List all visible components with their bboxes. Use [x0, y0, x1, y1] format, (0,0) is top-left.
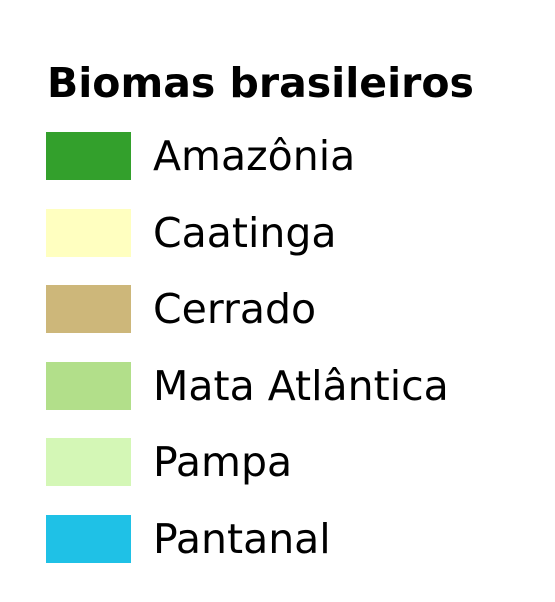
legend-item-pampa: Pampa	[46, 434, 546, 494]
legend-item-pantanal: Pantanal	[46, 511, 546, 571]
legend-swatch	[46, 285, 131, 333]
legend-swatch	[46, 132, 131, 180]
legend-label: Amazônia	[153, 132, 356, 180]
legend-label: Caatinga	[153, 209, 337, 257]
legend-swatch	[46, 515, 131, 563]
legend-swatch	[46, 209, 131, 257]
legend-label: Mata Atlântica	[153, 362, 449, 410]
legend-swatch	[46, 438, 131, 486]
legend-item-mata-atlantica: Mata Atlântica	[46, 358, 546, 418]
legend-item-caatinga: Caatinga	[46, 205, 546, 265]
legend-item-cerrado: Cerrado	[46, 281, 546, 341]
legend-label: Pantanal	[153, 515, 331, 563]
legend-label: Pampa	[153, 438, 293, 486]
legend-swatch	[46, 362, 131, 410]
legend-title: Biomas brasileiros	[47, 59, 474, 107]
legend-label: Cerrado	[153, 285, 317, 333]
legend-item-amazonia: Amazônia	[46, 128, 546, 188]
